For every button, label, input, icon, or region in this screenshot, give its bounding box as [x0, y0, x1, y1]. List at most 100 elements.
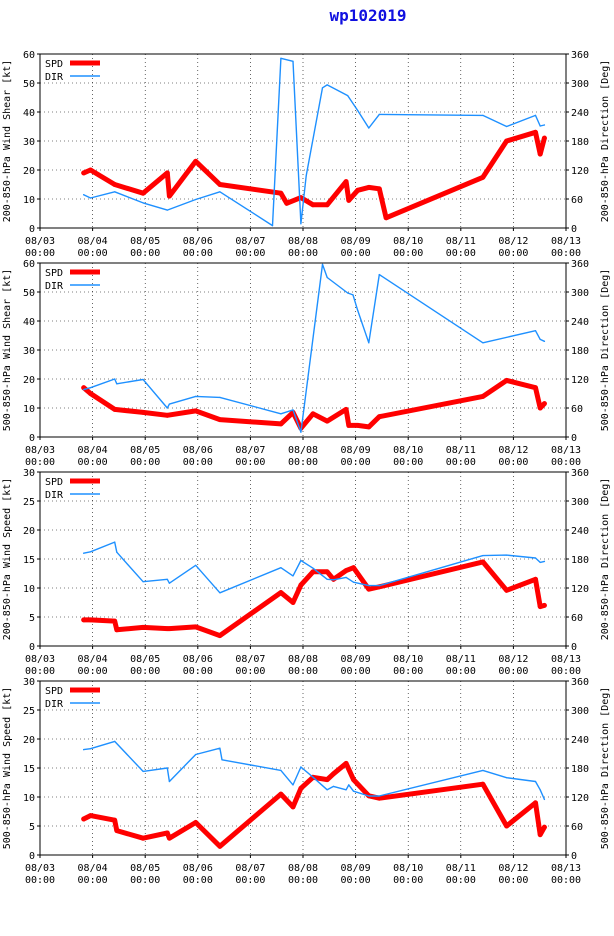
y-right-tick-label: 180	[571, 137, 589, 148]
data-point-dir	[195, 395, 197, 397]
data-point-dir	[326, 84, 328, 86]
series-line-spd	[81, 129, 547, 221]
y-left-tick-label: 10	[23, 195, 35, 206]
x-tick-label-time: 00:00	[393, 248, 423, 259]
x-tick-label-time: 00:00	[498, 875, 528, 886]
x-tick-label-time: 00:00	[25, 666, 55, 677]
data-point-dir	[506, 554, 508, 556]
data-point-spd	[278, 421, 284, 427]
series-line-spd	[81, 559, 547, 639]
data-point-dir	[539, 125, 541, 127]
data-point-spd	[376, 186, 382, 192]
data-point-dir	[116, 551, 118, 553]
y-right-tick-label: 120	[571, 793, 589, 804]
data-point-spd	[140, 835, 146, 841]
x-tick-label-date: 08/10	[393, 654, 423, 665]
data-point-spd	[140, 625, 146, 630]
data-point-dir	[166, 767, 168, 769]
x-tick-label-date: 08/03	[25, 236, 55, 247]
data-point-dir	[321, 263, 324, 265]
x-tick-label-time: 00:00	[288, 457, 318, 468]
data-point-spd	[480, 559, 486, 565]
y-right-tick-label: 0	[571, 433, 577, 444]
y-right-tick-label: 180	[571, 346, 589, 357]
x-tick-label-time: 00:00	[393, 457, 423, 468]
plot-frame	[39, 471, 567, 647]
data-point-spd	[88, 391, 93, 396]
data-point-dir	[166, 578, 168, 580]
data-point-dir	[347, 95, 349, 97]
y-left-axis-title: 200-850-hPa Wind Shear [kt]	[2, 60, 13, 223]
data-point-dir	[534, 557, 537, 559]
data-point-dir	[326, 276, 328, 279]
data-point-spd	[112, 407, 118, 412]
x-tick-label-time: 00:00	[235, 666, 265, 677]
data-point-dir	[368, 795, 370, 797]
data-point-spd	[504, 823, 509, 829]
data-point-dir	[195, 753, 197, 756]
data-point-dir	[280, 57, 282, 59]
x-tick-label-time: 00:00	[130, 248, 160, 259]
y-left-tick-label: 25	[23, 497, 35, 508]
data-point-dir	[357, 109, 359, 112]
series-line-dir	[82, 740, 546, 801]
data-point-spd	[112, 182, 118, 187]
data-point-dir	[83, 749, 85, 751]
data-point-dir	[292, 409, 294, 411]
y-right-tick-label: 360	[571, 677, 589, 688]
data-point-dir	[219, 396, 221, 398]
data-point-dir	[543, 798, 546, 801]
x-tick-label-time: 00:00	[498, 457, 528, 468]
y-right-tick-label: 180	[571, 555, 589, 566]
x-tick-label-date: 08/12	[498, 445, 528, 456]
x-tick-label-date: 08/11	[446, 863, 476, 874]
data-point-dir	[168, 403, 170, 405]
data-point-dir	[352, 790, 355, 792]
data-point-dir	[345, 789, 347, 791]
data-point-spd	[355, 187, 361, 193]
data-point-dir	[312, 776, 314, 778]
series-line-dir	[82, 57, 546, 227]
series-line-dir	[82, 541, 546, 594]
data-point-spd	[355, 423, 361, 428]
data-point-spd	[324, 777, 330, 782]
data-point-dir	[345, 576, 347, 579]
data-point-spd	[343, 568, 349, 573]
x-tick-label-date: 08/03	[25, 445, 55, 456]
data-point-spd	[310, 411, 316, 417]
data-point-dir	[166, 209, 168, 211]
x-tick-label-time: 00:00	[446, 248, 476, 259]
y-left-tick-label: 60	[23, 259, 35, 270]
legend-label: SPD	[45, 59, 63, 70]
x-tick-label-date: 08/04	[78, 654, 108, 665]
x-tick-label-time: 00:00	[130, 457, 160, 468]
data-point-spd	[217, 182, 223, 187]
x-tick-label-date: 08/04	[78, 863, 108, 874]
x-tick-label-date: 08/13	[551, 863, 581, 874]
data-point-dir	[300, 766, 302, 768]
data-point-spd	[114, 828, 120, 833]
legend-label: DIR	[45, 699, 64, 710]
x-tick-label-date: 08/09	[341, 445, 371, 456]
x-tick-label-time: 00:00	[341, 248, 371, 259]
data-point-dir	[114, 191, 116, 193]
x-tick-label-time: 00:00	[183, 666, 213, 677]
data-point-spd	[343, 761, 349, 766]
data-point-dir	[348, 784, 350, 786]
x-tick-label-date: 08/08	[288, 863, 318, 874]
data-point-dir	[83, 194, 85, 196]
data-point-dir	[292, 575, 294, 577]
data-point-dir	[534, 114, 537, 116]
data-point-dir	[332, 785, 335, 788]
data-point-dir	[326, 578, 328, 580]
data-point-spd	[278, 791, 284, 797]
x-tick-label-date: 08/08	[288, 445, 318, 456]
data-point-spd	[114, 627, 120, 633]
x-tick-label-date: 08/13	[551, 236, 581, 247]
data-point-spd	[278, 590, 284, 595]
x-tick-label-time: 00:00	[235, 875, 265, 886]
legend-label: SPD	[45, 686, 63, 697]
chart-panel-1: 010203040506006012018024030036008/0300:0…	[2, 50, 611, 259]
x-tick-label-date: 08/07	[235, 654, 265, 665]
data-point-spd	[480, 174, 486, 180]
